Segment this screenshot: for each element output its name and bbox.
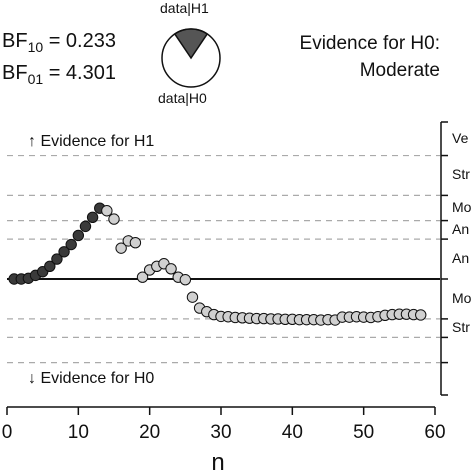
data-point <box>165 263 177 275</box>
pie-bottom-label: data|H0 <box>158 90 207 106</box>
pie-chart <box>161 28 221 88</box>
data-point <box>136 271 149 283</box>
data-point <box>129 237 142 249</box>
x-tick-label: 60 <box>424 422 445 443</box>
category-label: Ve <box>452 129 469 146</box>
pie-h1-slice <box>173 28 209 60</box>
x-tick-label: 50 <box>353 422 374 443</box>
data-point <box>86 211 99 223</box>
x-tick-label: 10 <box>68 422 89 443</box>
pie-top-label: data|H1 <box>160 0 209 16</box>
x-axis: 0 10 20 30 40 50 60 n <box>2 406 446 474</box>
evidence-heading: Evidence for H0: <box>299 33 440 54</box>
category-label: Mo <box>452 198 472 215</box>
category-label: An <box>452 220 470 237</box>
evidence-h0-label: ↓ Evidence for H0 <box>28 370 155 387</box>
data-point <box>58 246 70 258</box>
evidence-strength: Moderate <box>359 60 440 81</box>
x-axis-label: n <box>211 449 224 474</box>
x-tick-label: 40 <box>282 422 303 443</box>
category-label: Str <box>452 166 470 183</box>
category-label: Mo <box>452 289 472 306</box>
category-label: An <box>452 250 470 267</box>
data-point <box>44 260 56 272</box>
x-tick-label: 0 <box>2 422 13 443</box>
data-point <box>101 205 113 217</box>
bf10-text: BF10 = 0.233 <box>2 30 116 55</box>
reference-lines <box>7 121 448 396</box>
up-arrow-icon: ↑ <box>28 133 36 150</box>
x-tick-label: 30 <box>210 422 231 443</box>
data-point <box>179 274 192 286</box>
data-point <box>108 213 120 225</box>
evidence-h1-label: ↑ Evidence for H1 <box>28 133 155 150</box>
x-tick-label: 20 <box>139 422 160 443</box>
category-label: Str <box>452 319 470 336</box>
data-points <box>8 202 427 326</box>
down-arrow-icon: ↓ <box>28 370 36 387</box>
data-point <box>65 238 77 251</box>
data-point <box>51 253 63 265</box>
data-point <box>72 229 85 242</box>
bf01-text: BF01 = 4.301 <box>2 62 116 87</box>
data-point <box>186 291 199 303</box>
data-point <box>79 220 92 233</box>
data-point <box>415 309 427 321</box>
data-point <box>115 242 127 254</box>
